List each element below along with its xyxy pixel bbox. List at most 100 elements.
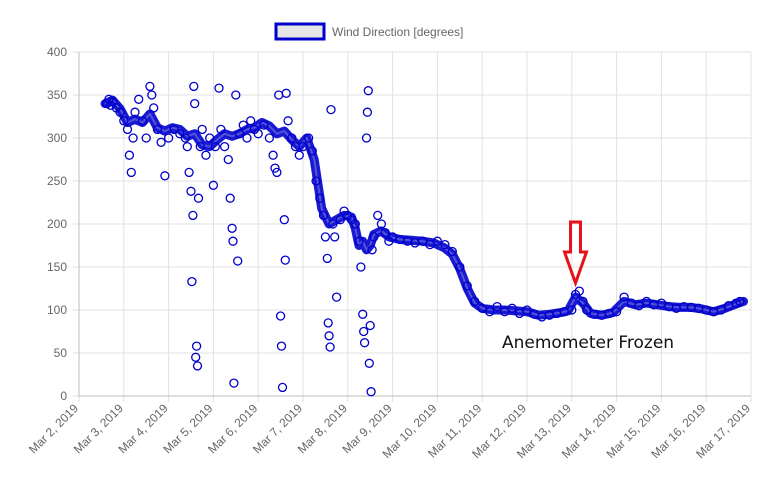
legend[interactable]: Wind Direction [degrees] xyxy=(274,22,463,41)
y-tick-label: 400 xyxy=(47,45,67,59)
data-point xyxy=(208,180,219,190)
data-point xyxy=(180,133,191,143)
y-tick-label: 150 xyxy=(47,260,67,274)
data-point xyxy=(201,150,211,160)
data-point xyxy=(141,133,151,143)
y-tick-label: 100 xyxy=(47,303,67,317)
data-point xyxy=(507,303,517,313)
data-point xyxy=(324,331,334,341)
data-point xyxy=(137,116,148,126)
data-point xyxy=(380,227,390,238)
data-point xyxy=(716,305,726,315)
data-point xyxy=(253,129,263,139)
data-point xyxy=(219,141,230,152)
data-point xyxy=(128,133,138,143)
data-point xyxy=(234,129,245,139)
annotation-text: Anemometer Frozen xyxy=(502,333,674,353)
data-point xyxy=(205,133,215,143)
data-point xyxy=(277,382,288,393)
data-point xyxy=(367,245,377,255)
data-point xyxy=(619,292,629,302)
data-point xyxy=(323,318,333,328)
data-point xyxy=(318,210,329,221)
data-point xyxy=(735,296,745,307)
data-point xyxy=(182,141,192,152)
data-point xyxy=(259,120,269,130)
y-tick-label: 50 xyxy=(54,346,68,360)
data-point xyxy=(197,124,207,135)
data-point xyxy=(279,215,289,225)
data-point xyxy=(187,276,197,287)
data-point xyxy=(477,303,487,313)
data-point xyxy=(303,133,314,143)
data-point xyxy=(574,286,584,296)
data-point xyxy=(373,210,383,221)
data-point xyxy=(184,167,194,178)
data-point xyxy=(641,296,652,307)
data-point xyxy=(268,150,278,160)
data-point xyxy=(124,150,135,160)
data-point xyxy=(499,307,510,317)
data-points xyxy=(102,81,745,397)
data-point xyxy=(634,301,644,311)
data-point xyxy=(163,133,174,143)
data-point xyxy=(358,309,368,319)
data-band-highlight xyxy=(104,99,744,317)
data-point xyxy=(514,308,525,319)
y-tick-label: 200 xyxy=(47,217,67,231)
data-point xyxy=(126,167,136,178)
data-point xyxy=(369,232,379,242)
annotation-arrow xyxy=(562,220,589,288)
data-point xyxy=(186,186,196,196)
data-point xyxy=(192,361,203,371)
chart-grid xyxy=(73,51,752,402)
data-point xyxy=(270,163,280,173)
data-point xyxy=(190,98,200,109)
data-band xyxy=(100,95,748,320)
data-point xyxy=(656,298,667,308)
data-point xyxy=(228,236,238,246)
data-point xyxy=(191,352,201,362)
data-point xyxy=(122,124,133,135)
data-point xyxy=(366,387,376,397)
data-point xyxy=(160,171,170,181)
data-point xyxy=(578,296,588,307)
data-point xyxy=(440,239,450,250)
data-point xyxy=(152,124,163,135)
data-point xyxy=(522,305,532,315)
legend-label: Wind Direction [degrees] xyxy=(332,25,463,39)
data-point xyxy=(246,116,256,126)
data-point xyxy=(611,307,622,317)
data-point xyxy=(193,193,204,203)
data-point xyxy=(294,150,304,160)
data-point xyxy=(320,232,331,242)
data-point xyxy=(311,176,321,186)
data-point xyxy=(231,90,241,100)
data-point xyxy=(582,305,592,315)
data-point xyxy=(322,253,332,264)
data-point xyxy=(315,193,325,203)
data-point xyxy=(359,326,369,337)
data-point xyxy=(325,342,335,352)
data-point xyxy=(275,311,286,321)
data-point xyxy=(191,341,202,351)
data-point xyxy=(363,86,373,96)
data-point xyxy=(225,193,235,203)
data-band-path xyxy=(100,95,748,320)
data-point xyxy=(119,116,129,126)
data-point xyxy=(134,94,144,104)
data-point xyxy=(214,83,224,93)
data-point xyxy=(287,133,297,143)
data-point xyxy=(331,292,342,302)
data-point xyxy=(283,116,293,126)
data-point xyxy=(567,305,577,315)
data-point xyxy=(364,358,374,368)
data-point xyxy=(307,146,317,156)
data-point xyxy=(361,133,372,143)
data-point xyxy=(354,236,364,246)
data-point xyxy=(365,320,375,331)
y-tick-label: 350 xyxy=(47,88,67,102)
data-point xyxy=(188,210,198,221)
data-point xyxy=(335,215,345,225)
